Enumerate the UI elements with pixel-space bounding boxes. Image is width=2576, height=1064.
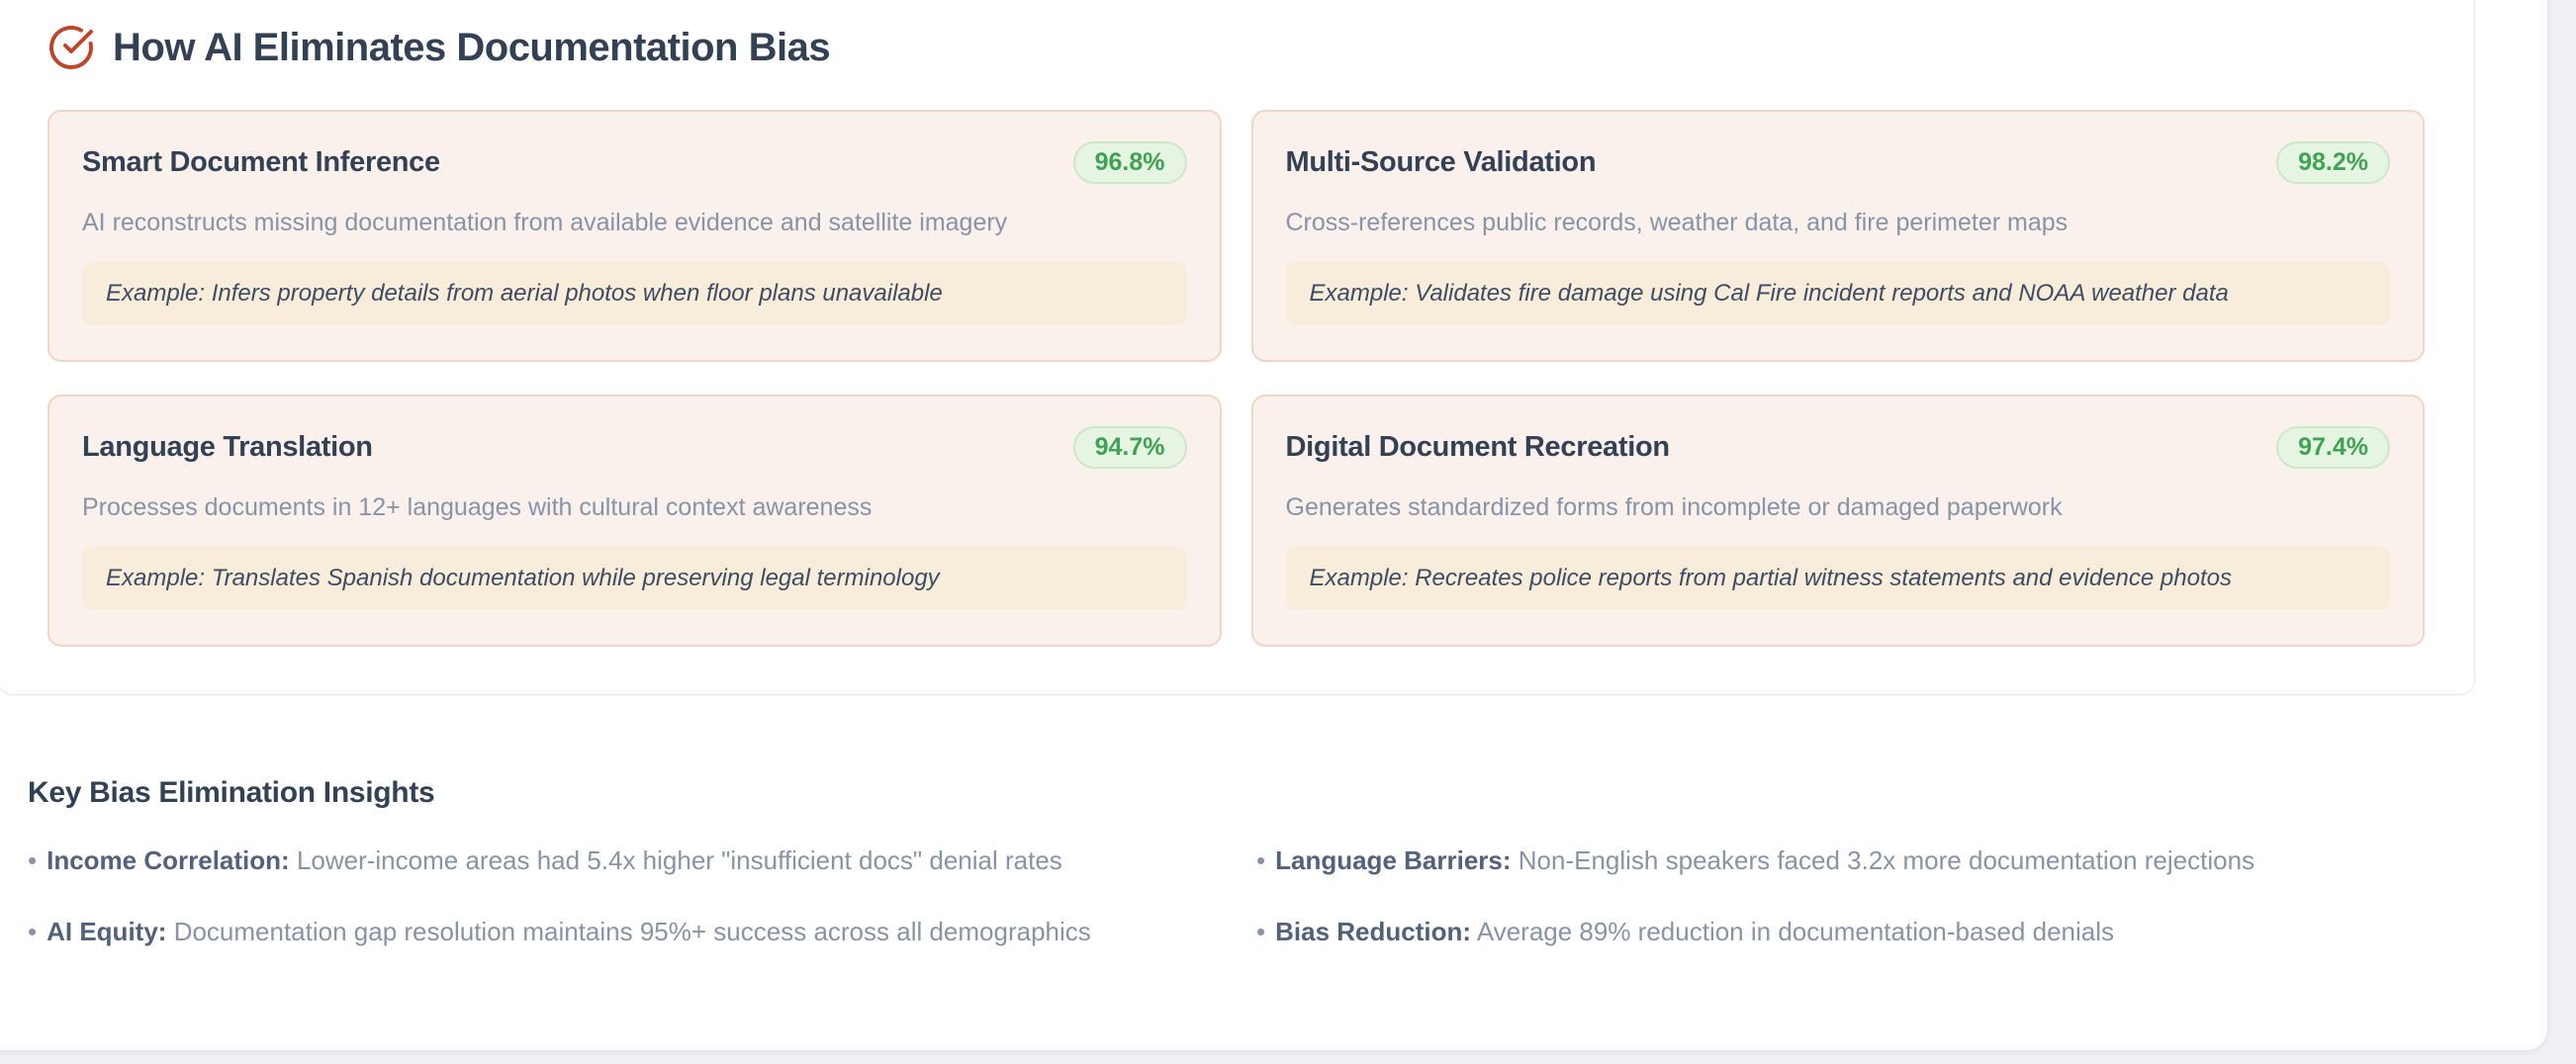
feature-card-smart-document-inference: Smart Document Inference 96.8% AI recons…: [47, 110, 1222, 362]
key-insights-section: Key Bias Elimination Insights • Income Co…: [28, 776, 2461, 947]
accuracy-badge: 97.4%: [2276, 426, 2390, 469]
card-title: Multi-Source Validation: [1285, 146, 1597, 178]
card-title: Language Translation: [82, 431, 373, 463]
insight-label: Income Correlation:: [46, 845, 290, 875]
card-title: Smart Document Inference: [82, 146, 440, 178]
insight-ai-equity: • AI Equity: Documentation gap resolution…: [28, 917, 1256, 947]
card-header: Language Translation 94.7%: [82, 426, 1187, 469]
documentation-bias-section: How AI Eliminates Documentation Bias Sma…: [0, 0, 2475, 695]
insights-title: Key Bias Elimination Insights: [28, 776, 435, 809]
insight-language-barriers: • Language Barriers: Non-English speakers…: [1256, 845, 2461, 876]
feature-card-digital-document-recreation: Digital Document Recreation 97.4% Genera…: [1250, 395, 2425, 647]
section-header: How AI Eliminates Documentation Bias: [47, 24, 2425, 71]
section-title: How AI Eliminates Documentation Bias: [113, 25, 831, 69]
feature-cards-grid: Smart Document Inference 96.8% AI recons…: [47, 110, 2425, 647]
card-header: Smart Document Inference 96.8%: [82, 141, 1187, 184]
feature-card-language-translation: Language Translation 94.7% Processes doc…: [47, 395, 1222, 647]
check-circle-icon: [47, 24, 95, 71]
card-example: Example: Validates fire damage using Cal…: [1285, 262, 2390, 325]
card-example: Example: Infers property details from ae…: [82, 262, 1187, 325]
accuracy-badge: 94.7%: [1072, 426, 1187, 469]
card-description: Generates standardized forms from incomp…: [1285, 493, 2063, 521]
insight-label: AI Equity:: [46, 917, 167, 946]
card-description: Cross-references public records, weather…: [1285, 209, 2069, 236]
accuracy-badge: 96.8%: [1072, 141, 1187, 184]
bullet-marker: •: [1256, 845, 1266, 875]
insights-grid: • Income Correlation: Lower-income areas …: [28, 845, 2461, 947]
insight-text: Documentation gap resolution maintains 9…: [173, 917, 1091, 946]
bullet-marker: •: [28, 917, 38, 946]
card-description: AI reconstructs missing documentation fr…: [82, 209, 1008, 236]
card-example: Example: Recreates police reports from p…: [1285, 547, 2390, 610]
insight-label: Language Barriers:: [1275, 845, 1512, 875]
card-header: Digital Document Recreation 97.4%: [1285, 426, 2390, 469]
insight-text: Lower-income areas had 5.4x higher "insu…: [296, 845, 1062, 875]
accuracy-badge: 98.2%: [2276, 141, 2390, 184]
insight-bias-reduction: • Bias Reduction: Average 89% reduction i…: [1256, 917, 2461, 947]
feature-card-multi-source-validation: Multi-Source Validation 98.2% Cross-refe…: [1250, 110, 2425, 362]
card-description: Processes documents in 12+ languages wit…: [82, 493, 873, 521]
insight-text: Non-English speakers faced 3.2x more doc…: [1518, 845, 2255, 875]
bullet-marker: •: [28, 845, 38, 875]
insight-income-correlation: • Income Correlation: Lower-income areas …: [28, 845, 1256, 876]
insight-text: Average 89% reduction in documentation-b…: [1476, 917, 2115, 946]
insight-label: Bias Reduction:: [1275, 917, 1472, 946]
card-header: Multi-Source Validation 98.2%: [1285, 141, 2390, 184]
bullet-marker: •: [1256, 917, 1266, 946]
card-example: Example: Translates Spanish documentatio…: [82, 547, 1187, 610]
content-panel: How AI Eliminates Documentation Bias Sma…: [0, 0, 2548, 1051]
card-title: Digital Document Recreation: [1285, 431, 1671, 463]
